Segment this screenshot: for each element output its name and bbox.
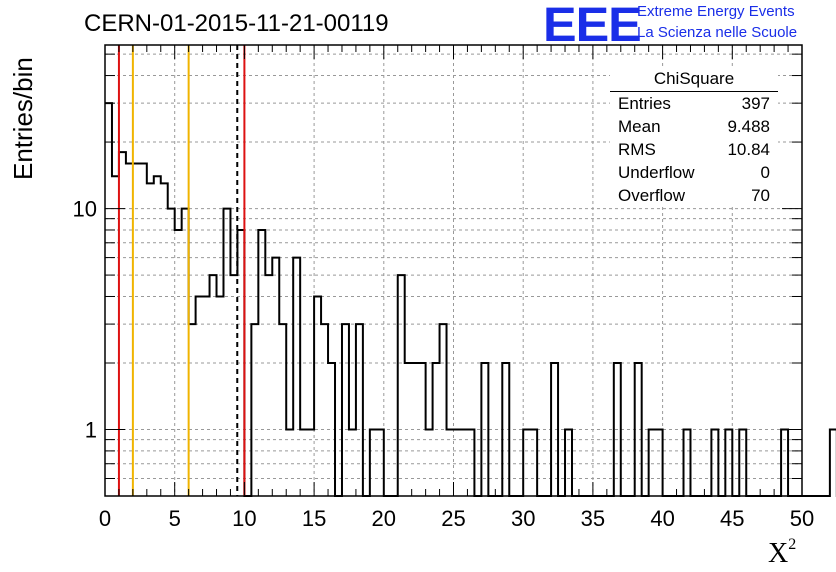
stats-value: 70 <box>751 186 770 205</box>
stats-label: Overflow <box>618 186 686 205</box>
stats-row-underflow: Underflow 0 <box>610 161 778 184</box>
stats-row-rms: RMS 10.84 <box>610 138 778 161</box>
stats-value: 9.488 <box>727 117 770 136</box>
run-title: CERN-01-2015-11-21-00119 <box>84 10 389 37</box>
histogram-bin <box>133 163 140 496</box>
stats-label: Entries <box>618 94 671 113</box>
stats-row-overflow: Overflow 70 <box>610 184 778 207</box>
histogram-bin <box>272 258 279 496</box>
histogram-bin <box>356 324 363 496</box>
y-axis-label: Entries/bin <box>8 57 38 180</box>
histogram-bin <box>314 296 321 496</box>
histogram-bin <box>210 275 217 496</box>
x-tick-label: 45 <box>720 506 744 531</box>
histogram-bin <box>440 324 447 496</box>
histogram-bin <box>126 163 133 496</box>
histogram-bin <box>293 258 300 496</box>
histogram-bin <box>182 209 189 496</box>
histogram-bin <box>217 296 224 496</box>
x-tick-label: 5 <box>169 506 181 531</box>
x-tick-label: 40 <box>650 506 674 531</box>
stats-label: Underflow <box>618 163 695 182</box>
x-tick-label: 15 <box>302 506 326 531</box>
stats-value: 0 <box>760 163 770 182</box>
histogram-bin <box>140 163 147 496</box>
histogram-bin <box>265 275 272 496</box>
histogram-bin <box>321 324 328 496</box>
stats-label: RMS <box>618 140 656 159</box>
histogram-bin <box>196 296 203 496</box>
marker-lines <box>117 45 246 496</box>
y-tick-label: 10 <box>73 197 97 222</box>
stats-value: 10.84 <box>727 140 770 159</box>
histogram-bin <box>203 296 210 496</box>
x-tick-label: 10 <box>232 506 256 531</box>
x-tick-label: 50 <box>790 506 814 531</box>
histogram-bin <box>251 324 258 496</box>
eee-logo: EEE <box>543 0 642 52</box>
stats-title: ChiSquare <box>610 67 778 92</box>
x-tick-label: 25 <box>441 506 465 531</box>
x-tick-label: 20 <box>372 506 396 531</box>
histogram-bin <box>189 324 196 496</box>
logo-line-2: La Scienza nelle Scuole <box>637 24 798 41</box>
x-tick-label: 35 <box>581 506 605 531</box>
x-tick-label: 30 <box>511 506 535 531</box>
x-axis-label: X2 <box>768 536 797 570</box>
y-tick-label: 1 <box>85 417 97 442</box>
histogram-bin <box>342 324 349 496</box>
stats-row-mean: Mean 9.488 <box>610 115 778 138</box>
axis-tick-labels: 0 5 10 15 20 25 30 35 40 45 50 1 10 <box>73 197 815 531</box>
x-tick-label: 0 <box>99 506 111 531</box>
logo-line-1: Extreme Energy Events <box>637 3 795 20</box>
histogram-bin <box>279 324 286 496</box>
histogram-bin <box>168 209 175 496</box>
x-axis-label-superscript: 2 <box>788 536 797 553</box>
histogram-bin <box>223 209 230 496</box>
stats-box: ChiSquare Entries 397 Mean 9.488 RMS 10.84 … <box>610 67 778 207</box>
histogram-bin <box>105 103 112 496</box>
histogram-bin <box>154 176 161 496</box>
x-axis-label-text: X <box>768 538 789 569</box>
histogram-bin <box>112 176 119 496</box>
stats-label: Mean <box>618 117 661 136</box>
stats-value: 397 <box>741 94 770 113</box>
stats-row-entries: Entries 397 <box>610 92 778 115</box>
y-axis-label-container: Entries/bin <box>8 30 48 200</box>
axis-ticks <box>104 45 803 497</box>
histogram-bin <box>398 275 405 496</box>
